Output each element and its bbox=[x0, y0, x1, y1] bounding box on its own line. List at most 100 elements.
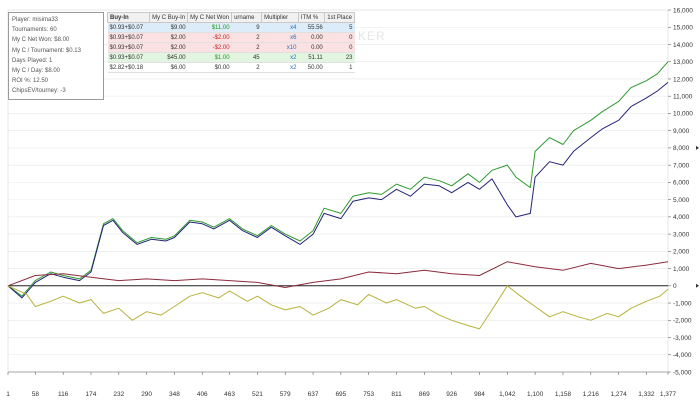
table-body: $0.93+$0.07 $9.00 $11.00 9 x4 55.56 5 $0.93+$0.… bbox=[107, 22, 355, 73]
cell-tournament-count: 2 bbox=[231, 62, 262, 73]
cell-my-buyin: $9.00 bbox=[149, 22, 188, 33]
stat-per-tournament: My C / Tournament: $0.13 bbox=[12, 47, 81, 54]
column-header-my-buyin[interactable]: My C Buy-In bbox=[149, 12, 189, 23]
buyin-summary-table: Buy-In My C Buy-In My C Net Won urname M… bbox=[106, 12, 355, 73]
x-tick-label: 1,216 bbox=[583, 391, 600, 398]
stat-per-day: My C / Day: $8.00 bbox=[12, 68, 61, 75]
cell-first-place: 0 bbox=[324, 32, 355, 43]
x-tick-label: 1,377 bbox=[660, 391, 677, 398]
cell-multiplier: x10 bbox=[261, 42, 299, 53]
cell-itm: 0.00 bbox=[298, 42, 325, 53]
cell-net-won: $11.00 bbox=[187, 22, 232, 33]
cell-buyin: $0.93+$0.07 bbox=[107, 52, 150, 63]
y-tick-label: 11,000 bbox=[673, 93, 693, 100]
y-tick-label: 0 bbox=[673, 283, 677, 290]
y-tick-label: -1,000 bbox=[673, 300, 692, 307]
x-tick-label: 406 bbox=[197, 391, 208, 398]
x-tick-label: 1,042 bbox=[499, 391, 516, 398]
column-header-net-won[interactable]: My C Net Won bbox=[187, 12, 233, 23]
table-row[interactable]: $0.93+$0.07 $2.00 -$2.00 2 x10 0.00 0 bbox=[107, 42, 355, 53]
column-header-first-place[interactable]: 1st Place bbox=[324, 12, 355, 23]
watermark: KER bbox=[358, 29, 386, 43]
cell-buyin: $2.82+$0.18 bbox=[107, 62, 150, 73]
y-tick-label: 9,000 bbox=[673, 128, 690, 135]
cell-net-won: -$2.00 bbox=[187, 42, 232, 53]
cell-buyin: $0.93+$0.07 bbox=[107, 32, 150, 43]
stat-player: Player: misima33 bbox=[12, 17, 59, 23]
column-header-buyin[interactable]: Buy-In bbox=[106, 12, 151, 23]
y-tick-label: 4,000 bbox=[673, 214, 690, 221]
table-row[interactable]: $0.93+$0.07 $9.00 $11.00 9 x4 55.56 5 bbox=[107, 22, 355, 33]
x-tick-label: 695 bbox=[335, 391, 346, 398]
y-tick-label: 5,000 bbox=[673, 197, 690, 204]
y-tick-label: -3,000 bbox=[673, 335, 692, 342]
stat-roi: ROI %: 12.50 bbox=[12, 78, 49, 85]
stat-days-played: Days Played: 1 bbox=[12, 57, 53, 64]
cell-first-place: 1 bbox=[324, 62, 355, 73]
cell-first-place: 23 bbox=[324, 52, 355, 63]
series-line-2 bbox=[7, 261, 669, 288]
x-tick-label: 926 bbox=[446, 391, 457, 398]
y-tick-label: 10,000 bbox=[673, 111, 693, 118]
y-tick-label: -2,000 bbox=[673, 318, 692, 325]
table-row[interactable]: $0.93+$0.07 $45.00 $1.00 45 x2 51.11 23 bbox=[107, 52, 355, 63]
edge-marker-icon bbox=[696, 145, 699, 150]
y-tick-label: 2,000 bbox=[673, 249, 690, 256]
cell-multiplier: x2 bbox=[261, 52, 299, 63]
x-tick-label: 1,158 bbox=[555, 391, 572, 398]
player-stats-panel: Player: misima33 Tournaments: 60 My C Ne… bbox=[8, 12, 104, 100]
y-tick-label: 3,000 bbox=[673, 231, 690, 238]
column-header-multiplier[interactable]: Multiplier bbox=[261, 12, 299, 23]
cell-my-buyin: $45.00 bbox=[149, 52, 188, 63]
x-tick-label: 637 bbox=[308, 391, 319, 398]
cell-multiplier: x4 bbox=[261, 22, 299, 33]
x-axis: 1 58 116 174 232 290 348 406 463 521 579 637 695 753 8… bbox=[6, 371, 677, 398]
chart-series-layer bbox=[7, 61, 669, 330]
cell-first-place: 5 bbox=[324, 22, 355, 33]
x-tick-label: 869 bbox=[419, 391, 430, 398]
x-tick-label: 811 bbox=[391, 391, 402, 398]
cell-my-buyin: $2.00 bbox=[149, 42, 188, 53]
x-tick-label: 174 bbox=[86, 391, 97, 398]
column-header-itm[interactable]: ITM % bbox=[297, 12, 326, 23]
y-tick-label: -5,000 bbox=[673, 369, 692, 376]
series-line-0 bbox=[7, 61, 669, 297]
x-tick-label: 348 bbox=[169, 391, 180, 398]
chart-edge-markers bbox=[696, 145, 699, 288]
column-header-tournaments[interactable]: urname bbox=[231, 12, 263, 23]
y-tick-label: 13,000 bbox=[673, 59, 693, 66]
cell-itm: 51.11 bbox=[298, 52, 325, 63]
cell-tournament-count: 2 bbox=[231, 32, 262, 43]
cell-tournament-count: 2 bbox=[231, 42, 262, 53]
cell-itm: 50.00 bbox=[298, 62, 325, 73]
cell-tournament-count: 45 bbox=[231, 52, 262, 63]
cell-net-won: -$2.00 bbox=[187, 32, 232, 43]
cell-tournament-count: 9 bbox=[231, 22, 262, 33]
x-tick-label: 232 bbox=[113, 391, 124, 398]
stat-net-won: My C Net Won: $8.00 bbox=[12, 37, 70, 44]
table-row[interactable]: $2.82+$0.18 $6.00 $0.00 2 x2 50.00 1 bbox=[107, 62, 355, 73]
x-tick-label: 1,332 bbox=[638, 391, 655, 398]
cell-buyin: $0.93+$0.07 bbox=[107, 22, 150, 33]
edge-marker-icon bbox=[696, 283, 699, 288]
cell-first-place: 0 bbox=[324, 42, 355, 53]
cell-net-won: $0.00 bbox=[187, 62, 232, 73]
x-tick-label: 984 bbox=[474, 391, 485, 398]
cell-multiplier: x2 bbox=[261, 62, 299, 73]
stat-tournaments: Tournaments: 60 bbox=[12, 27, 57, 34]
table-row[interactable]: $0.93+$0.07 $2.00 -$2.00 2 x6 0.00 0 bbox=[107, 32, 355, 43]
x-tick-label: 521 bbox=[252, 391, 263, 398]
y-tick-label: 16,000 bbox=[673, 7, 693, 14]
x-tick-label: 1 bbox=[6, 391, 10, 398]
y-tick-label: 1,000 bbox=[673, 266, 690, 273]
cell-buyin: $0.93+$0.07 bbox=[107, 42, 150, 53]
x-tick-label: 753 bbox=[363, 391, 374, 398]
y-tick-label: 14,000 bbox=[673, 42, 693, 49]
cell-my-buyin: $2.00 bbox=[149, 32, 188, 43]
cell-net-won: $1.00 bbox=[187, 52, 232, 63]
x-tick-label: 116 bbox=[58, 391, 69, 398]
cell-my-buyin: $6.00 bbox=[149, 62, 188, 73]
x-tick-label: 58 bbox=[32, 391, 40, 398]
x-tick-label: 1,100 bbox=[527, 391, 544, 398]
